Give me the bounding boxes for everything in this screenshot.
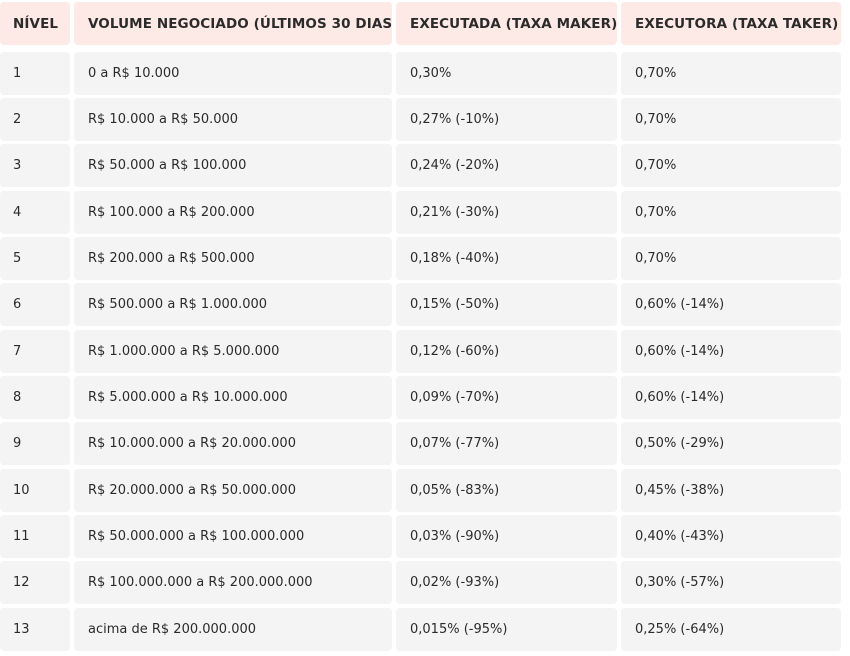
cell-maker-fee: 0,05% (-83%) [396, 469, 617, 512]
cell-maker-fee: 0,12% (-60%) [396, 330, 617, 373]
table-row: 12 R$ 100.000.000 a R$ 200.000.000 0,02%… [0, 561, 850, 604]
cell-level: 3 [0, 144, 70, 187]
cell-maker-fee: 0,07% (-77%) [396, 422, 617, 465]
cell-level: 7 [0, 330, 70, 373]
cell-volume: R$ 1.000.000 a R$ 5.000.000 [74, 330, 392, 373]
cell-level: 12 [0, 561, 70, 604]
cell-volume: R$ 50.000 a R$ 100.000 [74, 144, 392, 187]
cell-taker-fee: 0,50% (-29%) [621, 422, 841, 465]
cell-taker-fee: 0,40% (-43%) [621, 515, 841, 558]
table-row: 1 0 a R$ 10.000 0,30% 0,70% [0, 52, 850, 95]
cell-maker-fee: 0,15% (-50%) [396, 283, 617, 326]
table-header-row: NÍVEL VOLUME NEGOCIADO (ÚLTIMOS 30 DIAS)… [0, 2, 850, 45]
cell-level: 10 [0, 469, 70, 512]
cell-taker-fee: 0,25% (-64%) [621, 608, 841, 651]
cell-taker-fee: 0,30% (-57%) [621, 561, 841, 604]
cell-volume: R$ 10.000.000 a R$ 20.000.000 [74, 422, 392, 465]
header-maker-fee: EXECUTADA (TAXA MAKER) [396, 2, 617, 45]
cell-taker-fee: 0,60% (-14%) [621, 376, 841, 419]
cell-level: 4 [0, 191, 70, 234]
cell-taker-fee: 0,70% [621, 52, 841, 95]
cell-taker-fee: 0,60% (-14%) [621, 330, 841, 373]
cell-maker-fee: 0,015% (-95%) [396, 608, 617, 651]
table-row: 4 R$ 100.000 a R$ 200.000 0,21% (-30%) 0… [0, 191, 850, 234]
cell-volume: R$ 20.000.000 a R$ 50.000.000 [74, 469, 392, 512]
header-nivel: NÍVEL [0, 2, 70, 45]
cell-volume: R$ 200.000 a R$ 500.000 [74, 237, 392, 280]
table-row: 3 R$ 50.000 a R$ 100.000 0,24% (-20%) 0,… [0, 144, 850, 187]
cell-maker-fee: 0,30% [396, 52, 617, 95]
cell-taker-fee: 0,45% (-38%) [621, 469, 841, 512]
cell-level: 5 [0, 237, 70, 280]
cell-maker-fee: 0,27% (-10%) [396, 98, 617, 141]
cell-taker-fee: 0,60% (-14%) [621, 283, 841, 326]
cell-level: 8 [0, 376, 70, 419]
cell-maker-fee: 0,03% (-90%) [396, 515, 617, 558]
table-row: 7 R$ 1.000.000 a R$ 5.000.000 0,12% (-60… [0, 330, 850, 373]
cell-volume: acima de R$ 200.000.000 [74, 608, 392, 651]
table-row: 2 R$ 10.000 a R$ 50.000 0,27% (-10%) 0,7… [0, 98, 850, 141]
cell-level: 1 [0, 52, 70, 95]
cell-taker-fee: 0,70% [621, 98, 841, 141]
cell-maker-fee: 0,21% (-30%) [396, 191, 617, 234]
cell-taker-fee: 0,70% [621, 144, 841, 187]
cell-level: 6 [0, 283, 70, 326]
cell-volume: R$ 500.000 a R$ 1.000.000 [74, 283, 392, 326]
table-row: 11 R$ 50.000.000 a R$ 100.000.000 0,03% … [0, 515, 850, 558]
cell-volume: R$ 10.000 a R$ 50.000 [74, 98, 392, 141]
table-row: 10 R$ 20.000.000 a R$ 50.000.000 0,05% (… [0, 469, 850, 512]
cell-taker-fee: 0,70% [621, 237, 841, 280]
cell-level: 11 [0, 515, 70, 558]
cell-maker-fee: 0,18% (-40%) [396, 237, 617, 280]
header-taker-fee: EXECUTORA (TAXA TAKER) [621, 2, 841, 45]
table-row: 6 R$ 500.000 a R$ 1.000.000 0,15% (-50%)… [0, 283, 850, 326]
cell-level: 2 [0, 98, 70, 141]
cell-maker-fee: 0,02% (-93%) [396, 561, 617, 604]
cell-taker-fee: 0,70% [621, 191, 841, 234]
table-row: 13 acima de R$ 200.000.000 0,015% (-95%)… [0, 608, 850, 651]
table-row: 8 R$ 5.000.000 a R$ 10.000.000 0,09% (-7… [0, 376, 850, 419]
cell-volume: R$ 100.000 a R$ 200.000 [74, 191, 392, 234]
header-volume: VOLUME NEGOCIADO (ÚLTIMOS 30 DIAS) [74, 2, 392, 45]
cell-level: 9 [0, 422, 70, 465]
cell-volume: R$ 100.000.000 a R$ 200.000.000 [74, 561, 392, 604]
cell-maker-fee: 0,09% (-70%) [396, 376, 617, 419]
cell-volume: 0 a R$ 10.000 [74, 52, 392, 95]
cell-volume: R$ 50.000.000 a R$ 100.000.000 [74, 515, 392, 558]
cell-maker-fee: 0,24% (-20%) [396, 144, 617, 187]
cell-level: 13 [0, 608, 70, 651]
table-row: 5 R$ 200.000 a R$ 500.000 0,18% (-40%) 0… [0, 237, 850, 280]
table-row: 9 R$ 10.000.000 a R$ 20.000.000 0,07% (-… [0, 422, 850, 465]
cell-volume: R$ 5.000.000 a R$ 10.000.000 [74, 376, 392, 419]
